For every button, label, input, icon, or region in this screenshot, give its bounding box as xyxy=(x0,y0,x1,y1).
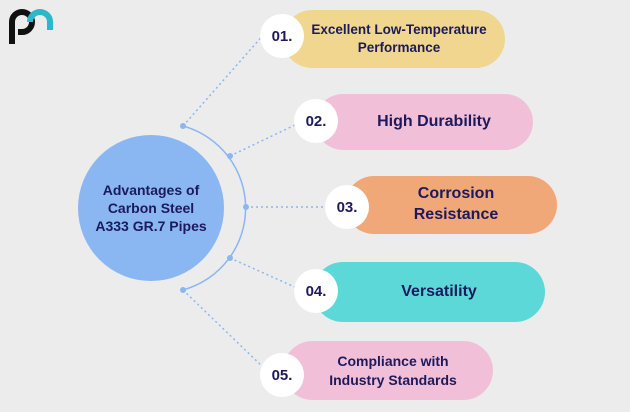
item-pill: Versatility xyxy=(313,262,545,322)
item-label: Excellent Low-Temperature Performance xyxy=(311,22,487,55)
item-label: Compliance with Industry Standards xyxy=(329,353,457,388)
dot xyxy=(227,255,233,261)
item-pill: High Durability xyxy=(315,94,533,150)
dot xyxy=(243,204,249,210)
logo xyxy=(9,9,53,44)
item-pill: Compliance with Industry Standards xyxy=(283,341,493,400)
item-label: High Durability xyxy=(377,112,491,130)
item-label: Corrosion Resistance xyxy=(413,185,499,223)
item-number: 01. xyxy=(260,14,304,58)
dot xyxy=(227,153,233,159)
dot xyxy=(180,287,186,293)
logo-n xyxy=(27,9,53,30)
center-title: Advantages of Carbon Steel A333 GR.7 Pip… xyxy=(95,181,207,235)
link xyxy=(182,289,267,371)
item-label: Versatility xyxy=(401,282,477,300)
item-number: 05. xyxy=(260,353,304,397)
link xyxy=(229,123,298,157)
dot xyxy=(180,123,186,129)
dotted-lines xyxy=(182,31,327,371)
item-number: 04. xyxy=(294,269,338,313)
link xyxy=(182,31,267,127)
item-number: 02. xyxy=(294,99,338,143)
item-pill: Corrosion Resistance xyxy=(345,176,557,234)
center-circle: Advantages of Carbon Steel A333 GR.7 Pip… xyxy=(78,135,224,281)
item-pill: Excellent Low-Temperature Performance xyxy=(283,10,505,68)
item-number: 03. xyxy=(325,185,369,229)
link xyxy=(229,257,298,289)
dots xyxy=(180,123,249,293)
